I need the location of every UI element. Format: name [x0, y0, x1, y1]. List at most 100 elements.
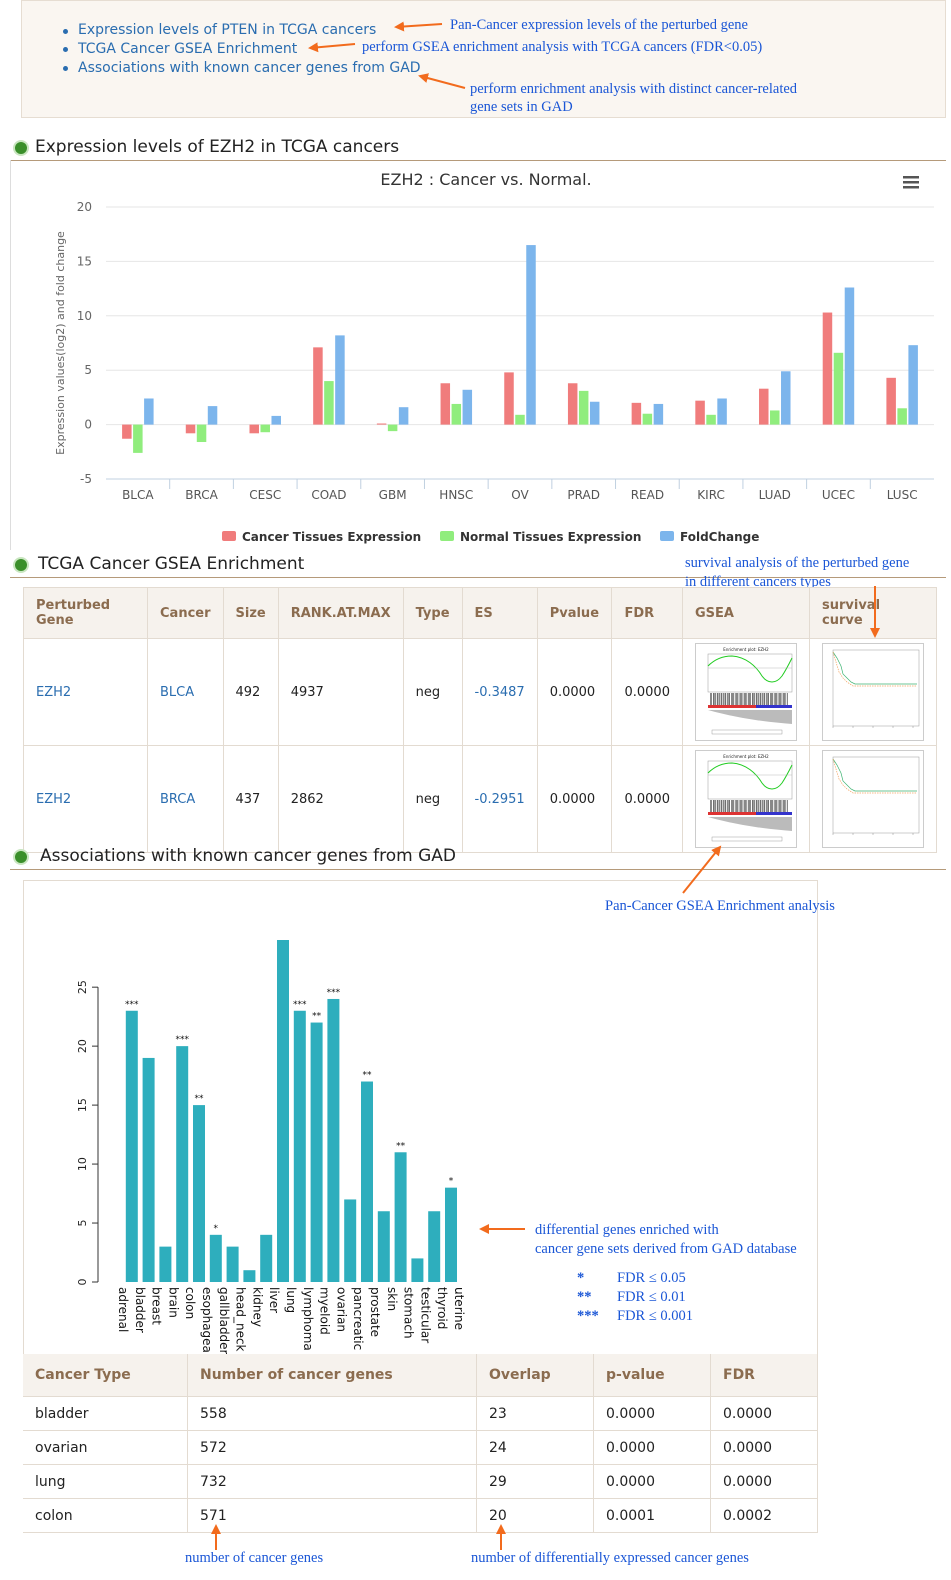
bar-OV-1[interactable] [515, 414, 525, 425]
bar-pancreatic[interactable] [344, 1199, 357, 1282]
bar-KIRC-2[interactable] [717, 398, 727, 425]
bar-CESC-2[interactable] [271, 415, 281, 425]
x-tick-label: BRCA [185, 488, 218, 502]
bar-BRCA-0[interactable] [185, 424, 196, 434]
gsea-enrichment-plot-thumbnail[interactable]: Enrichment plot: EZH2 [694, 643, 797, 741]
col-overlap: Overlap [476, 1354, 594, 1397]
bar-READ-0[interactable] [631, 402, 642, 425]
survival-curve-thumbnail[interactable] [822, 750, 924, 848]
bar-bladder[interactable] [125, 1010, 138, 1282]
hamburger-menu-icon[interactable] [903, 176, 919, 189]
bar-prostate[interactable] [361, 1081, 373, 1282]
bar-READ-1[interactable] [642, 413, 653, 425]
bar-PRAD-0[interactable] [567, 383, 578, 425]
bar-OV-2[interactable] [526, 245, 536, 425]
gsea-enrichment-plot-thumbnail[interactable]: Enrichment plot: EZH2 [694, 750, 797, 848]
bar-HNSC-2[interactable] [462, 389, 473, 425]
bar-KIRC-0[interactable] [695, 400, 705, 425]
toc-panel [21, 0, 946, 118]
bar-LUSC-2[interactable] [908, 345, 918, 425]
bar-lymphoma[interactable] [293, 1010, 306, 1282]
bar-testicular[interactable] [411, 1258, 424, 1282]
annotation-diff-1: differential genes enriched with [535, 1222, 719, 1238]
legend-swatch[interactable] [222, 531, 236, 541]
bar-COAD-0[interactable] [313, 347, 323, 425]
col-fdr: FDR [611, 587, 683, 639]
legend-swatch[interactable] [440, 531, 454, 541]
bar-BRCA-2[interactable] [207, 406, 218, 425]
cell-gene-link[interactable]: EZH2 [23, 638, 148, 746]
bar-READ-2[interactable] [653, 403, 664, 425]
bar-GBM-0[interactable] [376, 423, 387, 425]
bar-UCEC-2[interactable] [844, 287, 855, 425]
toc-link-gad[interactable]: Associations with known cancer genes fro… [78, 60, 421, 76]
x-tick-label: stomach [402, 1287, 416, 1339]
x-tick-label: BLCA [122, 488, 154, 502]
bar-LUAD-1[interactable] [770, 410, 780, 425]
bar-LUSC-0[interactable] [886, 377, 896, 425]
bar-BLCA-0[interactable] [122, 424, 132, 439]
bar-brain[interactable] [159, 1246, 172, 1282]
bar-GBM-1[interactable] [387, 424, 398, 432]
significance-label: *** [175, 1035, 189, 1045]
x-tick-label: breast [150, 1287, 164, 1325]
bar-HNSC-1[interactable] [451, 403, 462, 425]
legend-label[interactable]: Cancer Tissues Expression [242, 530, 421, 544]
bar-LUAD-0[interactable] [759, 388, 769, 425]
survival-curve-thumbnail[interactable] [822, 643, 924, 741]
bar-BRCA-1[interactable] [196, 424, 207, 443]
bar-UCEC-1[interactable] [833, 352, 844, 425]
bar-gallbladder[interactable] [209, 1234, 222, 1282]
bar-HNSC-0[interactable] [440, 383, 451, 425]
bar-PRAD-2[interactable] [589, 401, 600, 425]
cell-es-link[interactable]: -0.3487 [461, 638, 538, 746]
annotation-num-diff-genes: number of differentially expressed cance… [471, 1550, 749, 1566]
y-tick-label: 0 [84, 418, 92, 432]
bar-LUSC-1[interactable] [897, 408, 907, 425]
cell-size: 492 [222, 638, 279, 746]
bar-BLCA-2[interactable] [144, 398, 154, 425]
bar-COAD-1[interactable] [324, 381, 334, 425]
bar-stomach[interactable] [394, 1152, 407, 1282]
bar-head_neck[interactable] [226, 1246, 239, 1282]
toc-link-gsea[interactable]: TCGA Cancer GSEA Enrichment [78, 41, 298, 57]
bar-KIRC-1[interactable] [706, 414, 716, 425]
legend-label[interactable]: FoldChange [680, 530, 759, 544]
annotation-diff-2: cancer gene sets derived from GAD databa… [535, 1241, 797, 1257]
bar-colon[interactable] [176, 1046, 189, 1282]
bar-GBM-2[interactable] [398, 407, 409, 425]
bar-myeloid[interactable] [310, 1022, 323, 1282]
cell-cancer-type: ovarian [23, 1430, 188, 1465]
bar-lung[interactable] [277, 940, 289, 1282]
bar-PRAD-1[interactable] [578, 390, 589, 425]
bar-CESC-1[interactable] [260, 424, 270, 433]
bar-OV-0[interactable] [504, 372, 514, 425]
bar-kidney[interactable] [243, 1270, 256, 1282]
bar-CESC-0[interactable] [249, 424, 259, 434]
bar-liver[interactable] [260, 1234, 273, 1282]
table-row: ovarian 572 24 0.0000 0.0000 [23, 1430, 818, 1465]
bar-LUAD-2[interactable] [781, 371, 791, 425]
bar-ovarian[interactable] [327, 998, 340, 1282]
x-tick-label: prostate [368, 1287, 382, 1337]
cell-es-link[interactable]: -0.2951 [461, 745, 538, 853]
cell-type: neg [402, 745, 463, 853]
bar-uterine[interactable] [445, 1187, 457, 1282]
legend-label[interactable]: Normal Tissues Expression [460, 530, 641, 544]
cell-cancer-link[interactable]: BRCA [147, 745, 224, 853]
x-tick-label: liver [267, 1287, 281, 1313]
cell-cancer-type: colon [23, 1498, 188, 1533]
bar-skin[interactable] [377, 1211, 390, 1282]
toc-link-expression[interactable]: Expression levels of PTEN in TCGA cancer… [78, 22, 377, 38]
bar-breast[interactable] [142, 1057, 155, 1282]
bar-esophageal[interactable] [193, 1105, 205, 1282]
cell-gene-link[interactable]: EZH2 [23, 745, 148, 853]
bar-thyroid[interactable] [428, 1211, 441, 1282]
bar-COAD-2[interactable] [335, 335, 345, 425]
bar-UCEC-0[interactable] [822, 312, 833, 425]
legend-swatch[interactable] [660, 531, 674, 541]
x-tick-label: KIRC [697, 488, 725, 502]
bar-BLCA-1[interactable] [133, 424, 143, 453]
gad-table: Cancer Type Number of cancer genes Overl… [23, 1354, 818, 1533]
cell-cancer-link[interactable]: BLCA [147, 638, 224, 746]
